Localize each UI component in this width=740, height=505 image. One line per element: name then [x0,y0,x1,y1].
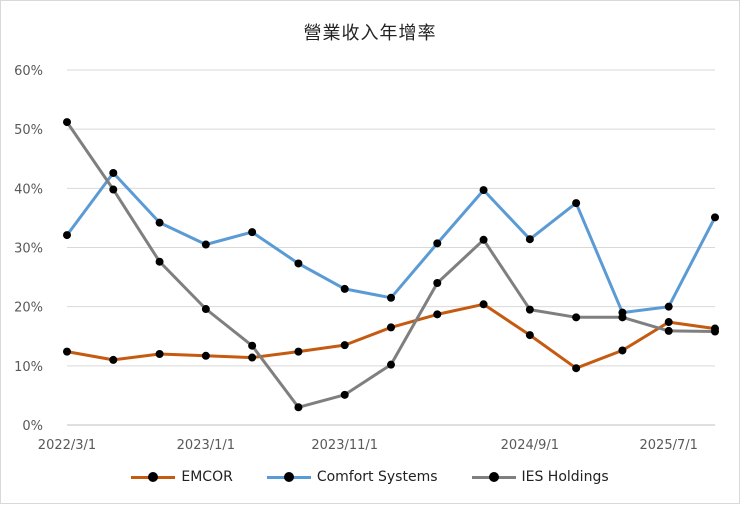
data-point [109,355,118,364]
data-point [201,305,210,314]
data-point [525,305,534,314]
legend-swatch [266,472,311,482]
y-tick-label: 50% [14,123,43,138]
data-point [387,323,395,332]
data-point [63,347,71,356]
data-point [479,300,488,309]
data-point [201,351,210,360]
data-point [664,302,673,311]
legend-marker [148,472,159,482]
data-point [248,341,257,350]
data-point [248,353,257,362]
legend-swatch [471,472,516,482]
data-point [572,313,581,322]
data-point [479,235,488,244]
legend-marker [488,472,499,482]
chart-legend: EMCOR Comfort Systems IES Holdings [1,469,739,485]
legend-item: IES Holdings [471,469,609,485]
legend-swatch [131,472,176,482]
data-point [433,239,442,248]
legend-label: IES Holdings [521,469,609,485]
data-point [63,118,71,127]
data-point [664,318,673,327]
data-point [340,341,349,350]
series-line [66,302,716,370]
data-point [155,350,164,358]
y-tick-label: 10% [14,360,43,375]
data-point [479,186,488,195]
data-point [109,168,118,177]
data-point [572,364,581,373]
x-tick-label: 2023/11/1 [311,438,378,453]
y-tick-label: 30% [14,242,43,257]
legend-label: Comfort Systems [316,469,438,485]
legend-label: EMCOR [181,469,233,485]
x-tick-label: 2024/9/1 [501,438,559,453]
data-point [294,347,303,356]
data-point [294,403,303,412]
data-point [618,346,627,355]
data-point [340,284,349,293]
data-point [711,327,719,336]
data-point [248,228,257,237]
data-point [109,185,118,194]
x-tick-label: 2023/1/1 [177,438,235,453]
data-point [63,231,71,240]
y-tick-label: 0% [22,419,43,434]
data-point [525,235,534,244]
data-point [155,218,164,227]
data-point [664,326,673,335]
legend-marker [283,472,294,482]
data-point [387,360,395,369]
series-line [65,171,717,315]
data-point [155,257,164,266]
x-tick-label: 2022/3/1 [38,438,96,453]
data-point [711,213,719,222]
x-tick-label: 2025/7/1 [640,438,698,453]
chart-title: 營業收入年增率 [303,23,437,44]
data-point [340,390,349,399]
data-point [433,279,442,287]
legend-item: Comfort Systems [266,469,438,485]
data-point [618,313,627,322]
data-point [433,310,442,319]
data-point [294,259,303,268]
data-point [201,240,210,249]
data-point [525,331,534,340]
data-point [387,293,395,302]
y-tick-label: 20% [14,301,43,316]
legend-item: EMCOR [131,469,233,485]
y-tick-label: 60% [14,64,43,79]
y-tick-label: 40% [14,182,43,197]
data-point [572,199,581,208]
